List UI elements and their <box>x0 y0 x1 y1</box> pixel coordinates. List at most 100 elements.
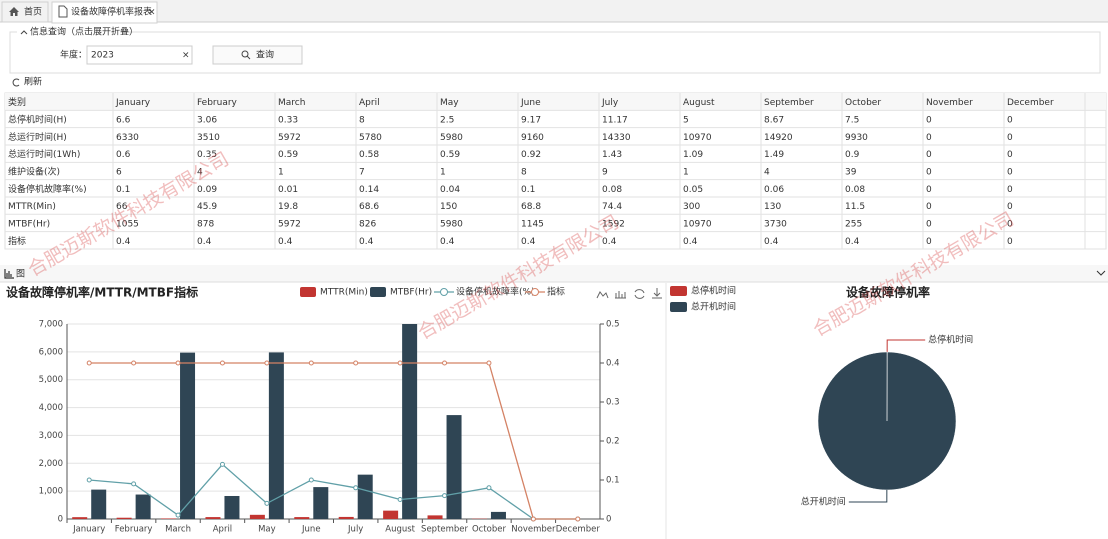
x-tick-label: August <box>385 525 415 535</box>
refresh-button[interactable]: 刷新 <box>12 76 42 88</box>
tab-report[interactable]: 设备故障停机率报表 × <box>51 1 158 24</box>
table-cell: 总运行时间(1Wh) <box>8 148 80 160</box>
data-table: 类别 January February March April May June July Au… <box>4 92 1107 250</box>
header-cell: June <box>520 98 541 108</box>
legend-label: 总停机时间 <box>691 285 736 297</box>
home-icon <box>9 7 19 16</box>
collapse-chevron[interactable] <box>1096 270 1106 276</box>
legend-item[interactable]: MTBF(Hr) <box>370 287 432 298</box>
y2-tick-label: 0 <box>606 515 611 525</box>
header-cell: September <box>764 98 814 108</box>
section-bar <box>0 265 1108 282</box>
table-cell: 14330 <box>602 133 631 143</box>
table-cell: 5972 <box>278 219 301 229</box>
x-tick-label: September <box>421 525 468 535</box>
table-cell: 14920 <box>764 133 793 143</box>
y2-tick-label: 0.1 <box>606 476 620 486</box>
line-point <box>308 360 314 366</box>
header-cell: 类别 <box>8 96 26 108</box>
table-cell: 0 <box>926 237 932 247</box>
table-cell: 0.09 <box>197 185 217 195</box>
tool-line[interactable] <box>596 291 609 299</box>
table-cell: 0.06 <box>764 185 784 195</box>
y-tick-label: 5,000 <box>39 375 63 385</box>
table-cell: 0.1 <box>521 185 535 195</box>
chart-title: 设备故障停机率 <box>846 285 930 300</box>
table-cell: 68.6 <box>359 202 379 212</box>
table-cell: 8.67 <box>764 115 784 125</box>
line-point <box>131 360 137 366</box>
tab-close[interactable]: × <box>148 8 156 18</box>
line-point <box>353 360 359 366</box>
legend-item[interactable]: 总开机时间 <box>670 301 736 313</box>
search-icon <box>246 55 251 60</box>
bar <box>490 511 506 519</box>
table-cell: 0.4 <box>197 237 212 247</box>
bar <box>180 352 196 519</box>
toolbox <box>596 288 662 299</box>
tool-bar[interactable] <box>615 291 626 299</box>
tool-save[interactable] <box>652 288 662 299</box>
legend-item[interactable]: 总停机时间 <box>670 285 736 297</box>
legend-label: MTBF(Hr) <box>390 288 432 298</box>
table-cell: 0.08 <box>845 185 865 195</box>
table-cell: 1145 <box>521 219 544 229</box>
table-cell: 指标 <box>8 235 26 247</box>
table-cell: 1055 <box>116 219 139 229</box>
line-point <box>86 360 92 366</box>
table-cell: 0.4 <box>278 237 293 247</box>
table-cell: 3510 <box>197 133 220 143</box>
table-cell: 10970 <box>683 219 712 229</box>
line-point <box>219 360 225 366</box>
year-input[interactable] <box>86 45 193 65</box>
refresh-icon <box>12 78 20 87</box>
header-cell: January <box>115 98 151 108</box>
tab-home[interactable]: 首页 <box>1 1 49 23</box>
header-cell: July <box>601 98 619 108</box>
table-cell: 总停机时间(H) <box>8 113 67 125</box>
line-point <box>397 497 403 502</box>
legend-item[interactable]: MTTR(Min) <box>300 287 368 298</box>
table-cell: 0 <box>926 167 932 177</box>
x-tick-label: May <box>258 525 276 535</box>
table-cell: 0.4 <box>116 237 131 247</box>
clear-icon[interactable]: × <box>182 51 190 61</box>
refresh-label: 刷新 <box>24 76 42 88</box>
table-cell: 0.9 <box>845 150 860 160</box>
year-value: 2023 <box>91 51 114 61</box>
line-point <box>397 360 403 366</box>
table-cell: 1 <box>683 167 689 177</box>
query-button[interactable]: 查询 <box>212 45 303 65</box>
tool-restore[interactable] <box>634 289 645 299</box>
table-cell: 3.06 <box>197 115 217 125</box>
table-cell: 1.09 <box>683 150 703 160</box>
table-cell: 0 <box>926 150 932 160</box>
legend-item[interactable]: 指标 <box>525 286 565 298</box>
chart-title: 设备故障停机率/MTTR/MTBF指标 <box>6 285 198 300</box>
table-cell: 0 <box>926 185 932 195</box>
line-point <box>219 461 225 467</box>
label-leader <box>886 339 926 353</box>
legend-swatch <box>440 288 448 296</box>
tab-label: 设备故障停机率报表 <box>71 6 152 18</box>
bar-series <box>72 510 487 519</box>
table-cell: 1.49 <box>764 150 784 160</box>
table-cell: 0 <box>1007 167 1013 177</box>
collapse-icon[interactable] <box>20 30 28 35</box>
y-tick-label: 2,000 <box>39 459 63 469</box>
table-cell: 0 <box>926 219 932 229</box>
panel-legend[interactable]: 信息查询（点击展开折叠） <box>30 26 138 38</box>
y-tick-label: 6,000 <box>39 347 63 357</box>
legend-item[interactable]: 设备停机故障率(%) <box>434 286 535 298</box>
table-cell: 维护设备(次) <box>8 165 60 177</box>
y2-tick-label: 0.2 <box>606 437 620 447</box>
table-cell: 0.1 <box>116 185 130 195</box>
slice-label: 总停机时间 <box>928 334 973 346</box>
table-cell: 5 <box>683 115 689 125</box>
table-cell: 66 <box>116 202 128 212</box>
file-icon <box>58 5 68 18</box>
table-cell: 0 <box>926 133 932 143</box>
table-cell: 0.4 <box>764 237 779 247</box>
